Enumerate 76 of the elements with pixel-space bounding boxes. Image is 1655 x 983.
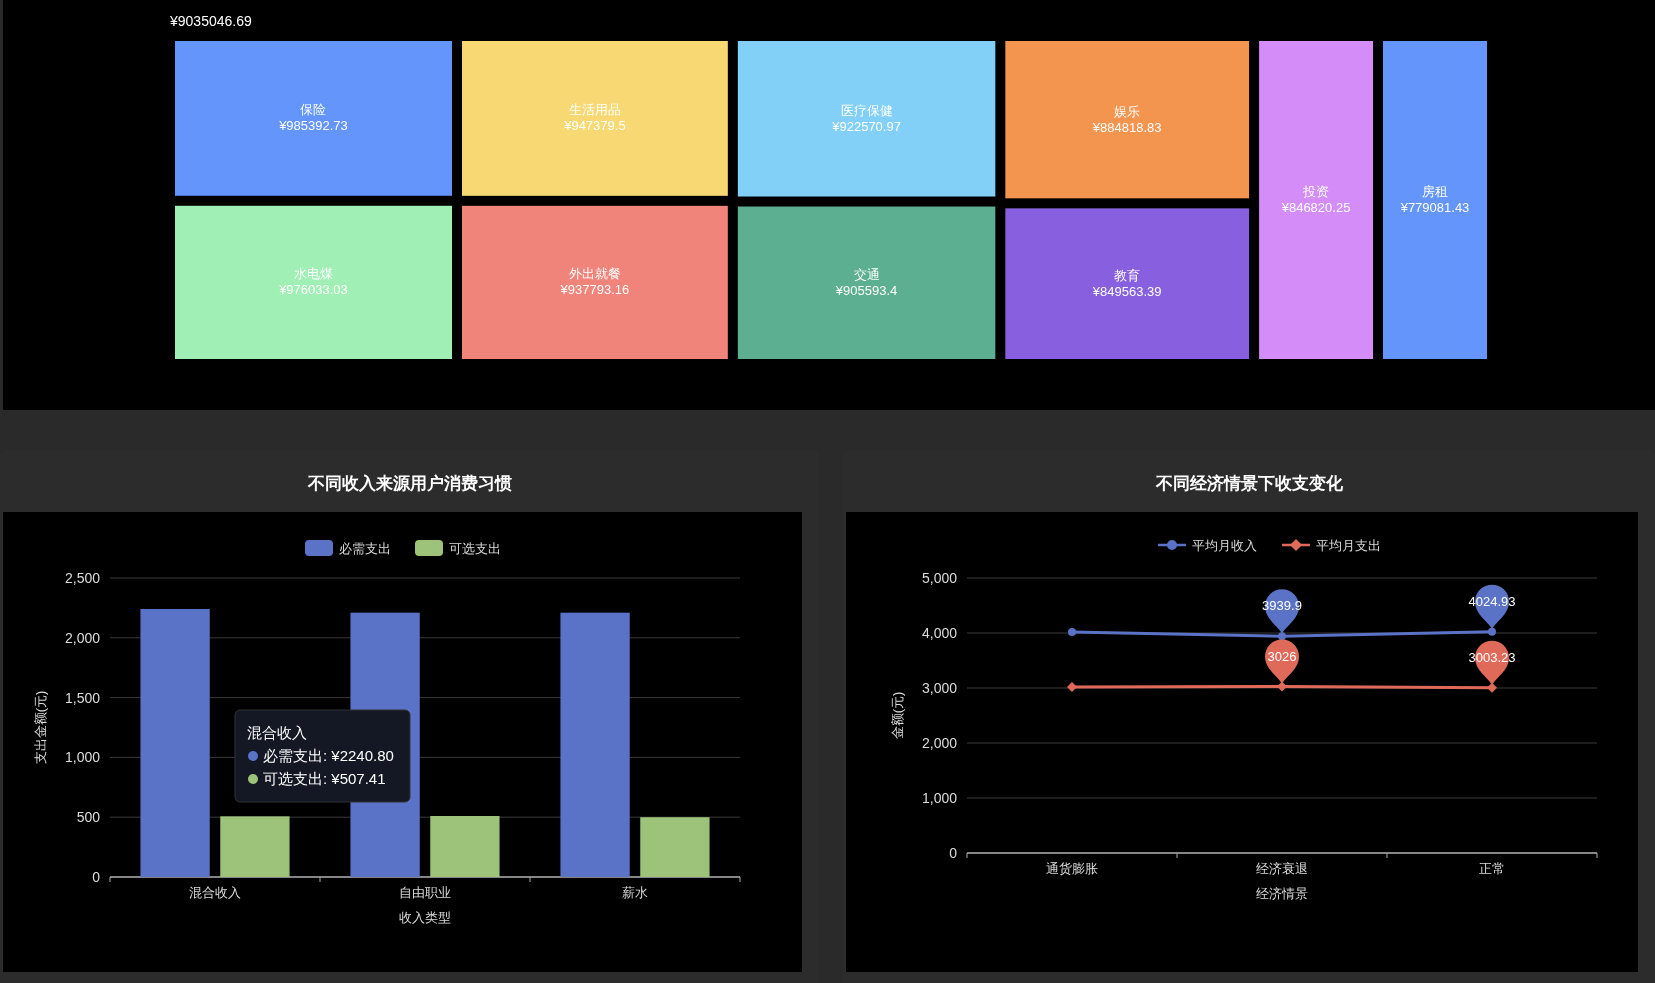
- node: 生活用品 ¥947379.5: [462, 41, 728, 196]
- y-axis-title: 金额(元): [890, 691, 905, 740]
- node: 投资 ¥846820.25: [1259, 41, 1373, 359]
- annotation: 可选支出: ¥507.41: [263, 770, 386, 787]
- y-axis-title: 支出金额(元): [33, 690, 48, 765]
- y-tick-label: 3,000: [921, 680, 958, 696]
- category-label: 保险: [300, 102, 327, 118]
- annotation: 必需支出: ¥2240.80: [263, 747, 394, 764]
- point: [1487, 682, 1497, 693]
- data-label: ¥884818.83: [1091, 119, 1162, 135]
- data-label: ¥947379.5: [563, 118, 626, 134]
- data-label: 3026: [1267, 648, 1297, 664]
- point: [1488, 627, 1496, 636]
- category-label: 生活用品: [568, 102, 621, 118]
- point: [1278, 632, 1286, 641]
- node: 医疗保健 ¥922570.97: [737, 41, 996, 197]
- node: 水电煤 ¥976033.03: [175, 205, 452, 359]
- data-label: ¥846820.25: [1280, 200, 1351, 215]
- legend-label: 平均月收入: [1192, 538, 1257, 553]
- bar: [430, 816, 500, 877]
- category-label: 交通: [853, 266, 880, 282]
- data-label: ¥905593.4: [834, 282, 898, 298]
- point: [1068, 627, 1076, 636]
- node: 房租 ¥779081.43: [1383, 41, 1487, 359]
- y-tick-label: 5,000: [921, 570, 958, 586]
- y-tick-label: 0: [92, 869, 101, 885]
- node: 教育 ¥849563.39: [1005, 208, 1250, 359]
- data-label: ¥985392.73: [278, 118, 348, 134]
- x-tick-label: 混合收入: [189, 885, 241, 900]
- category-label: 房租: [1422, 184, 1448, 199]
- node: 外出就餐 ¥937793.16: [462, 205, 728, 359]
- x-tick-label: 自由职业: [399, 885, 451, 900]
- x-tick-label: 经济衰退: [1256, 861, 1308, 876]
- legend-label: 平均月支出: [1316, 538, 1381, 553]
- y-tick-label: 4,000: [921, 625, 958, 641]
- data-label: ¥976033.03: [278, 282, 348, 298]
- category-label: 教育: [1114, 267, 1141, 283]
- x-axis-title: 经济情景: [1256, 886, 1308, 901]
- point: [1277, 681, 1287, 692]
- bar: [220, 816, 290, 877]
- category-label: 医疗保健: [840, 102, 893, 118]
- x-tick-label: 通货膨胀: [1046, 861, 1098, 876]
- legend-label: 可选支出: [449, 541, 501, 556]
- y-tick-label: 500: [76, 809, 101, 826]
- pin: 3026: [1265, 639, 1299, 684]
- y-tick-label: 2,000: [921, 735, 958, 751]
- x-tick-label: 薪水: [622, 885, 648, 900]
- category-label: 外出就餐: [568, 266, 621, 282]
- node: 交通 ¥905593.4: [737, 206, 996, 359]
- data-label: ¥937793.16: [559, 282, 630, 298]
- data-label: ¥849563.39: [1091, 283, 1162, 299]
- point: [1067, 681, 1077, 692]
- bar: [640, 817, 710, 877]
- chart-title: 不同经济情景下收支变化: [1154, 474, 1344, 493]
- chart-title: 不同收入来源用户消费习惯: [306, 474, 512, 493]
- y-tick-label: 1,000: [64, 749, 101, 766]
- y-tick-label: 0: [949, 845, 958, 861]
- category-label: 水电煤: [294, 266, 333, 282]
- bar: [560, 612, 630, 877]
- legend-label: 必需支出: [339, 541, 391, 556]
- annotation: 混合收入: [247, 724, 307, 741]
- x-axis-title: 收入类型: [399, 910, 451, 925]
- y-tick-label: 1,500: [64, 689, 101, 706]
- node: 保险 ¥985392.73: [175, 41, 452, 196]
- data-label: ¥922570.97: [831, 118, 901, 134]
- data-label: ¥779081.43: [1399, 200, 1470, 215]
- y-tick-label: 2,500: [64, 570, 101, 586]
- category-label: 投资: [1302, 184, 1330, 199]
- tooltip: 混合收入 必需支出: ¥2240.80 可选支出: ¥507.41: [234, 709, 411, 803]
- y-tick-label: 1,000: [921, 790, 958, 806]
- category-label: 娱乐: [1114, 103, 1141, 119]
- x-tick-label: 正常: [1479, 861, 1505, 876]
- node: 娱乐 ¥884818.83: [1005, 41, 1250, 199]
- bar: [140, 609, 210, 877]
- text: ¥9035046.69: [169, 13, 252, 29]
- y-tick-label: 2,000: [64, 629, 101, 646]
